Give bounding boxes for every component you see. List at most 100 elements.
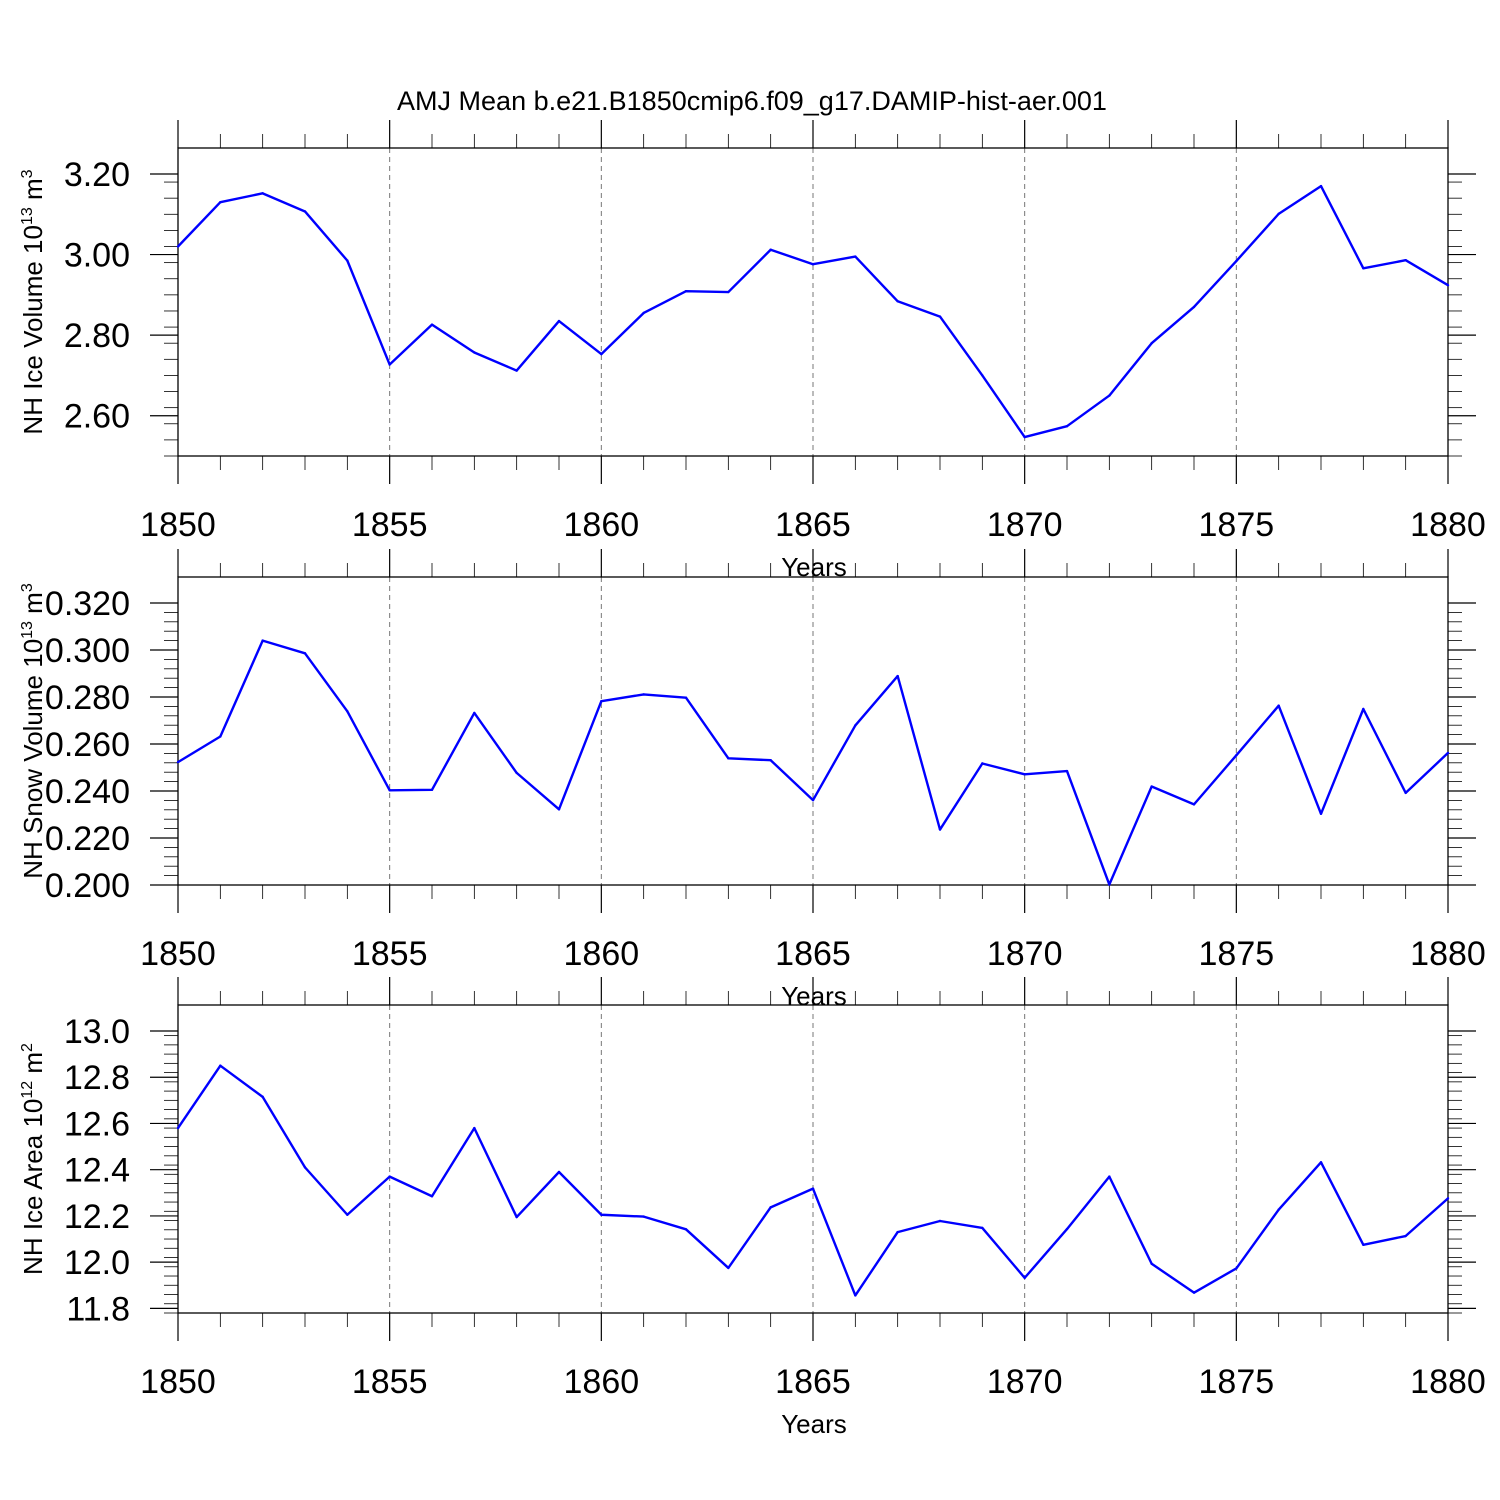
- data-point: [515, 369, 518, 372]
- data-point: [727, 290, 730, 294]
- data-point: [219, 1064, 222, 1067]
- data-point: [303, 652, 307, 655]
- data-point: [473, 1126, 476, 1130]
- x-tick-label: 1880: [1410, 935, 1486, 973]
- data-point: [1362, 707, 1365, 711]
- y-tick-label: 12.4: [64, 1152, 130, 1190]
- x-axis-label: Years: [781, 981, 847, 1011]
- y-tick-label: 13.0: [64, 1013, 130, 1051]
- x-tick-label: 1850: [140, 1363, 216, 1401]
- data-point: [388, 363, 391, 366]
- data-point: [981, 374, 984, 377]
- data-point: [938, 315, 942, 318]
- data-point: [854, 1294, 857, 1297]
- y-tick-label: 3.00: [64, 237, 130, 275]
- x-tick-label: 1860: [564, 935, 640, 973]
- data-point: [557, 808, 561, 811]
- data-point: [684, 1228, 688, 1231]
- data-point: [854, 724, 857, 727]
- data-point: [684, 696, 688, 699]
- data-point: [1108, 1175, 1111, 1178]
- x-axis-label: Years: [781, 1409, 847, 1439]
- data-point: [1150, 785, 1153, 788]
- data-point: [430, 1195, 434, 1198]
- x-tick-label: 1865: [775, 1363, 851, 1401]
- data-point: [1192, 1291, 1196, 1294]
- data-point: [1192, 305, 1196, 309]
- y-axis-label: NH Snow Volume 1013 m3: [18, 583, 48, 879]
- x-tick-label: 1875: [1199, 935, 1275, 973]
- data-point: [727, 1266, 730, 1270]
- x-tick-label: 1880: [1410, 1363, 1486, 1401]
- data-point: [854, 255, 857, 258]
- data-point: [388, 789, 391, 792]
- data-point: [1235, 1267, 1238, 1270]
- x-tick-label: 1875: [1199, 506, 1275, 544]
- data-point: [1108, 883, 1111, 886]
- data-point: [1277, 1208, 1280, 1211]
- data-point: [1404, 1234, 1407, 1238]
- x-tick-label: 1850: [140, 506, 216, 544]
- x-tick-label: 1855: [352, 935, 428, 973]
- data-point: [1319, 184, 1323, 188]
- data-point: [1065, 424, 1069, 428]
- x-tick-label: 1870: [987, 1363, 1063, 1401]
- data-point: [515, 1215, 518, 1219]
- data-point: [176, 245, 180, 248]
- data-point: [811, 798, 815, 802]
- data-point: [346, 259, 349, 262]
- y-tick-label: 2.60: [64, 398, 130, 436]
- data-point: [1319, 1161, 1323, 1164]
- data-point: [1446, 751, 1450, 755]
- data-point: [346, 1213, 349, 1216]
- data-point: [473, 351, 476, 354]
- y-tick-label: 12.8: [64, 1059, 130, 1097]
- data-point: [1446, 283, 1450, 287]
- data-point: [896, 674, 899, 678]
- data-point: [1404, 791, 1407, 795]
- data-point: [1235, 754, 1238, 757]
- data-point: [1150, 1262, 1153, 1265]
- data-point: [176, 1126, 180, 1130]
- y-tick-label: 3.20: [64, 156, 130, 194]
- y-tick-label: 0.320: [45, 585, 130, 623]
- y-tick-label: 0.260: [45, 726, 130, 764]
- x-tick-label: 1865: [775, 935, 851, 973]
- chart-panel-2: 0.200 0.220 0.240 0.260 0.280 0.300 0.320 1850 1…: [18, 549, 1486, 1011]
- data-point: [261, 1095, 264, 1099]
- x-tick-label: 1855: [352, 506, 428, 544]
- y-tick-label: 12.0: [64, 1244, 130, 1282]
- x-tick-label: 1855: [352, 1363, 428, 1401]
- x-tick-label: 1875: [1199, 1363, 1275, 1401]
- data-point: [388, 1175, 391, 1178]
- data-point: [1277, 704, 1280, 707]
- data-point: [1065, 1227, 1069, 1231]
- data-point: [642, 693, 645, 696]
- x-tick-label: 1860: [564, 506, 640, 544]
- data-point: [557, 319, 561, 323]
- data-point: [1362, 1243, 1365, 1247]
- y-tick-label: 11.8: [66, 1290, 130, 1328]
- data-point: [1150, 342, 1153, 345]
- x-tick-label: 1870: [987, 506, 1063, 544]
- data-point: [896, 300, 899, 303]
- data-point: [600, 1213, 603, 1216]
- data-point: [346, 710, 349, 713]
- data-point: [1023, 1276, 1026, 1280]
- data-point: [684, 290, 688, 293]
- plot-frame: [177, 1004, 1449, 1314]
- y-tick-label: 0.240: [45, 773, 130, 811]
- data-point: [219, 201, 222, 204]
- data-point: [600, 700, 603, 703]
- chart-panel-3: 11.8 12.0 12.2 12.4 12.6 12.8 13.0 1850 1855 1860…: [18, 977, 1486, 1439]
- data-point: [896, 1230, 899, 1234]
- data-point: [769, 248, 772, 251]
- data-point: [642, 311, 645, 315]
- data-point: [811, 263, 815, 266]
- data-point: [1023, 773, 1026, 776]
- data-point: [1065, 769, 1069, 773]
- data-point: [430, 788, 434, 792]
- chart-title: AMJ Mean b.e21.B1850cmip6.f09_g17.DAMIP-…: [397, 86, 1107, 116]
